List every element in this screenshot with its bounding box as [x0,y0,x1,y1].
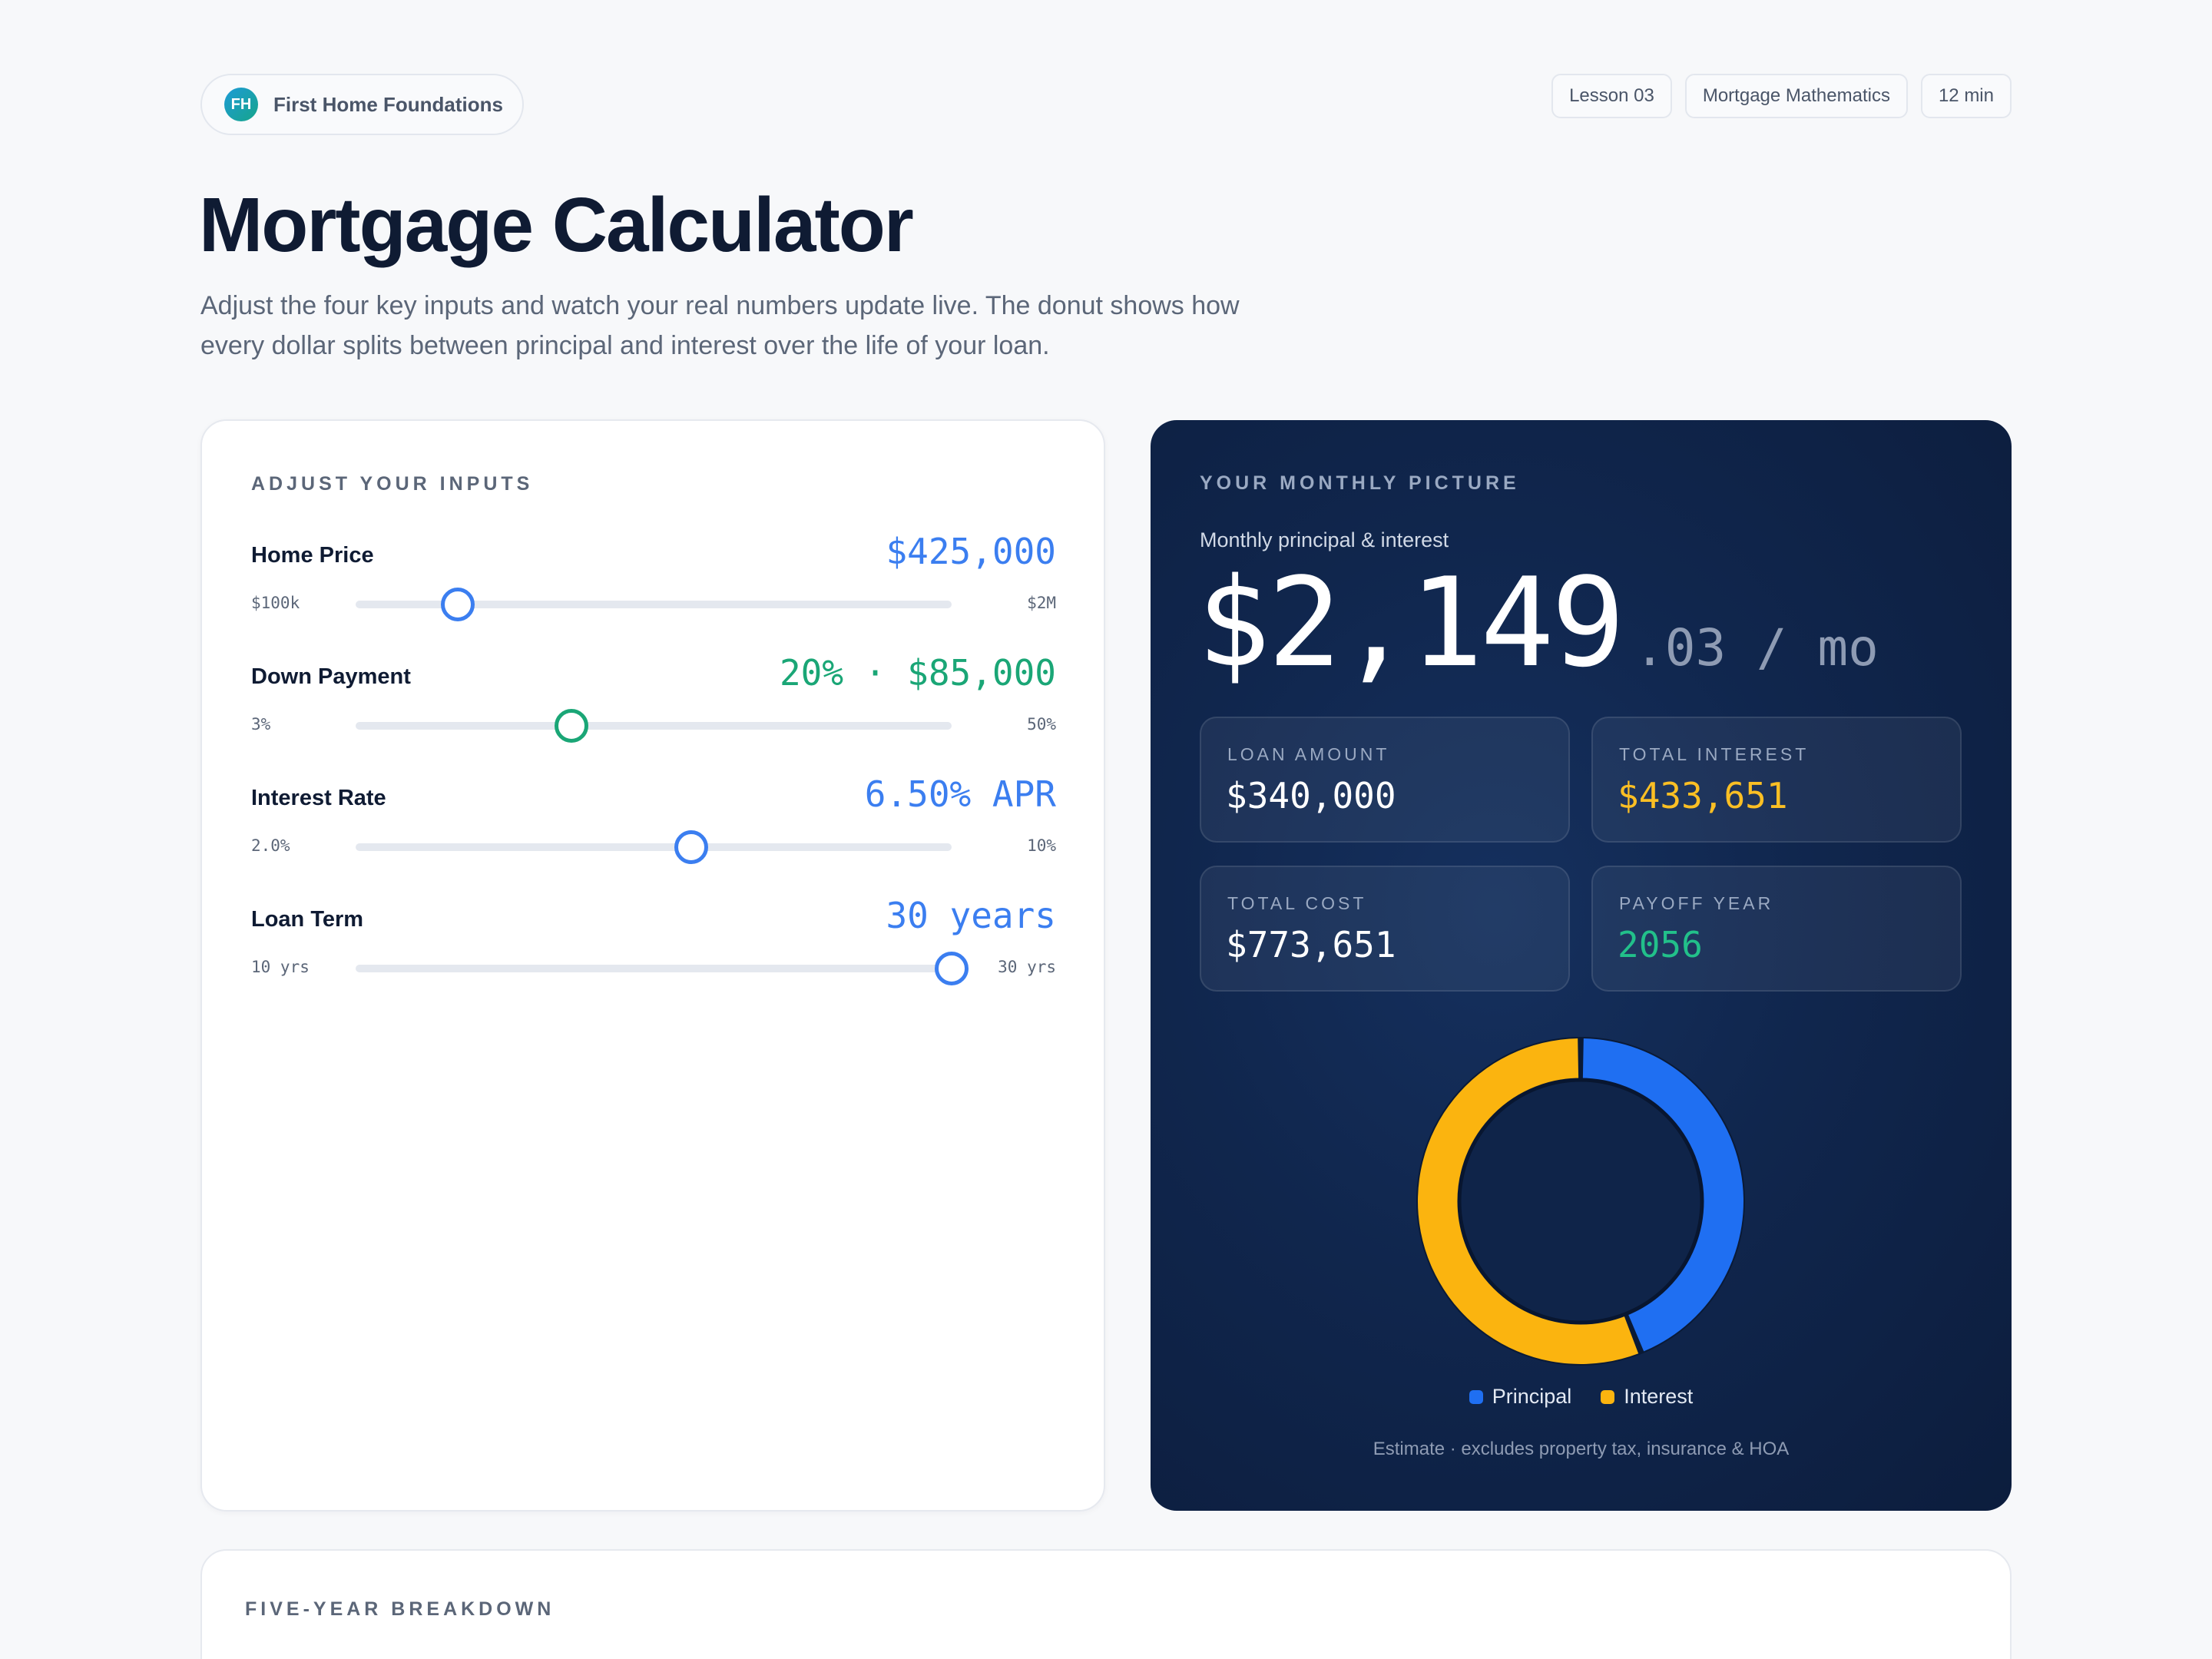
lesson-topic-badge: Mortgage Mathematics [1684,74,1908,118]
interest-rate-value: 6.50% APR [864,773,1056,815]
down-payment-control: Down Payment 20% · $85,000 3% 50% [251,652,1056,752]
down-payment-max: 50% [1027,715,1056,733]
page-description: Adjust the four key inputs and watch you… [200,291,1240,360]
monthly-caption: Monthly principal & interest [1200,528,1449,551]
donut-interest-slice [1418,1038,1639,1364]
down-payment-slider[interactable] [356,709,952,743]
total-cost-stat: TOTAL COST $773,651 [1200,866,1570,992]
brand-pill[interactable]: FH First Home Foundations [200,74,524,135]
interest-rate-min: 2.0% [251,836,290,855]
five-year-breakdown-card: FIVE-YEAR BREAKDOWN [200,1549,2012,1659]
legend-principal-label: Principal [1492,1385,1572,1408]
lesson-duration-badge: 12 min [1920,74,2012,118]
total-interest-label: TOTAL INTEREST [1619,744,1810,764]
interest-rate-label: Interest Rate [251,786,386,810]
brand-logo: FH [224,88,258,121]
lesson-number-badge: Lesson 03 [1551,74,1672,118]
summary-section-label: YOUR MONTHLY PICTURE [1200,472,1520,494]
inputs-section-label: ADJUST YOUR INPUTS [251,473,534,495]
total-cost-label: TOTAL COST [1227,893,1367,913]
interest-rate-slider-thumb[interactable] [674,830,708,864]
loan-term-slider[interactable] [356,952,969,985]
loan-term-max: 30 yrs [998,958,1056,976]
home-price-slider[interactable] [356,588,952,621]
loan-term-control: Loan Term 30 years 10 yrs 30 yrs [251,895,1056,995]
home-price-max: $2M [1027,594,1056,612]
monthly-payment-main: $2,149 [1197,551,1625,694]
loan-amount-stat: LOAN AMOUNT $340,000 [1200,717,1570,843]
payoff-year-stat: PAYOFF YEAR 2056 [1591,866,1962,992]
home-price-control: Home Price $425,000 $100k $2M [251,531,1056,631]
down-payment-label: Down Payment [251,664,411,689]
payoff-year-value: 2056 [1618,924,1703,965]
interest-rate-max: 10% [1027,836,1056,855]
page-title: Mortgage Calculator [199,182,914,268]
donut-legend: Principal Interest [1151,1385,2012,1409]
monthly-payment-cents: .03 / mo [1634,618,1879,677]
breakdown-section-label: FIVE-YEAR BREAKDOWN [245,1598,555,1620]
home-price-slider-thumb[interactable] [440,588,475,621]
loan-amount-value: $340,000 [1226,775,1396,816]
brand-name: First Home Foundations [273,92,503,116]
principal-swatch [1469,1389,1483,1404]
payoff-year-label: PAYOFF YEAR [1619,893,1774,913]
down-payment-slider-thumb[interactable] [554,709,588,743]
interest-swatch [1601,1389,1615,1404]
home-price-min: $100k [251,594,300,612]
monthly-payment: $2,149.03 / mo [1197,551,1879,694]
donut-hole [1457,1078,1704,1325]
loan-term-label: Loan Term [251,907,364,932]
total-interest-stat: TOTAL INTEREST $433,651 [1591,717,1962,843]
down-payment-min: 3% [251,715,271,733]
loan-term-min: 10 yrs [251,958,310,976]
total-cost-value: $773,651 [1226,924,1396,965]
interest-rate-slider[interactable] [356,830,952,864]
home-price-label: Home Price [251,543,374,568]
legend-principal: Principal [1469,1385,1572,1409]
home-price-value: $425,000 [886,531,1056,572]
inputs-card: ADJUST YOUR INPUTS Home Price $425,000 $… [200,419,1105,1512]
donut-principal-slice [1582,1038,1743,1352]
loan-amount-label: LOAN AMOUNT [1227,744,1390,764]
interest-rate-control: Interest Rate 6.50% APR 2.0% 10% [251,773,1056,873]
legend-interest-label: Interest [1624,1385,1694,1408]
monthly-summary-card: YOUR MONTHLY PICTURE Monthly principal &… [1151,420,2012,1511]
estimate-disclaimer: Estimate · excludes property tax, insura… [1373,1439,1790,1459]
total-interest-value: $433,651 [1618,775,1788,816]
legend-interest: Interest [1601,1385,1693,1409]
principal-interest-donut [1416,1037,1745,1366]
loan-term-value: 30 years [886,895,1056,936]
down-payment-value: 20% · $85,000 [779,652,1056,694]
lesson-meta: Lesson 03 Mortgage Mathematics 12 min [1551,74,2012,118]
loan-term-slider-thumb[interactable] [935,952,969,985]
